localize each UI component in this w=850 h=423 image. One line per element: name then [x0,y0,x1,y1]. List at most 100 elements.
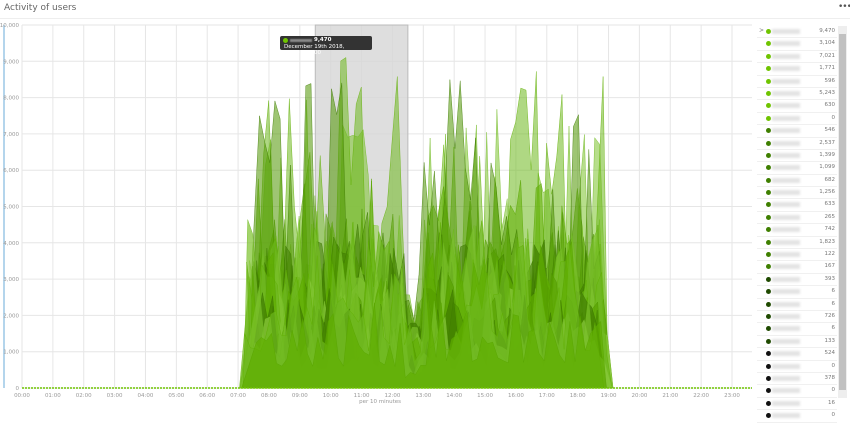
x-tick-label: 01:00 [45,393,61,399]
x-tick-label: 07:00 [230,393,246,399]
legend-value: 7,021 [819,52,835,59]
legend-item[interactable]: 0 [757,113,837,126]
x-tick-label: 20:00 [631,393,647,399]
legend-item[interactable]: 3,104 [757,38,837,51]
x-tick-label: 22:00 [693,393,709,399]
legend-item[interactable]: 133 [757,336,837,349]
legend-item[interactable]: 7,021 [757,51,837,64]
series-dot-icon [766,388,771,394]
legend-item[interactable]: 2,537 [757,138,837,150]
x-tick-label: 17:00 [539,393,555,399]
legend-value: 0 [831,114,836,121]
tooltip-date: December 19th 2018, 11:30:00.000 [284,43,345,56]
legend-value: 6 [831,288,836,295]
legend-item[interactable]: 393 [757,274,837,287]
legend-value: 596 [824,77,836,84]
legend-item[interactable]: 6 [757,286,837,299]
legend-series-name [772,338,800,344]
legend-item[interactable]: 0 [757,410,837,423]
x-tick-label: 14:00 [446,393,462,399]
legend-value: 6 [831,325,836,332]
tooltip-value: 9,470 [314,37,332,43]
legend-item[interactable]: 6 [757,323,837,336]
legend-series-name [772,66,800,72]
legend-scrollbar[interactable] [838,26,847,398]
legend-value: 2,537 [819,139,835,146]
legend-item[interactable]: 1,823 [757,237,837,250]
legend-item[interactable]: 682 [757,175,837,188]
series-dot-icon [766,128,771,134]
legend-value: 0 [831,387,836,394]
legend-value: 630 [824,102,836,109]
legend-series-name [772,177,800,183]
legend-item[interactable]: 630 [757,100,837,113]
y-tick-label: 7,000 [3,132,19,138]
series-dot-icon [766,140,771,146]
legend-value: 1,099 [819,164,835,171]
x-tick-label: 11:00 [354,393,370,399]
legend-series-name [772,289,800,295]
x-tick-label: 03:00 [107,393,123,399]
legend-item[interactable]: 742 [757,224,837,237]
legend-item[interactable]: 0 [757,385,837,398]
x-tick-label: 16:00 [508,393,524,399]
legend-item[interactable]: 378 [757,373,837,386]
legend-item[interactable]: 524 [757,348,837,361]
x-tick-label: 02:00 [76,393,92,399]
series-dot-icon [766,375,771,381]
chart-legend: >9,470 3,104 7,021 1,771 596 5,243 630 0 546 2,53… [757,26,837,423]
legend-item[interactable]: 1,256 [757,187,837,200]
series-dot-icon [766,264,771,270]
legend-value: 1,256 [819,189,835,196]
x-tick-label: 09:00 [292,393,308,399]
x-axis-label: per 10 minutes [359,399,401,404]
y-tick-label: 6,000 [3,168,19,174]
legend-item[interactable]: 633 [757,199,837,212]
area-chart[interactable]: 0 1,000 2,000 3,000 4,000 5,000 6,000 7,000 8,00… [0,19,755,404]
legend-series-name [772,115,800,121]
x-tick-label: 19:00 [601,393,617,399]
legend-item[interactable]: 6 [757,299,837,311]
scrollbar-thumb[interactable] [839,34,846,390]
legend-value: 742 [824,226,836,233]
x-tick-label: 21:00 [662,393,678,399]
legend-item[interactable]: 1,099 [757,162,837,175]
series-dot-icon [766,78,771,84]
legend-series-name [772,264,800,270]
legend-value: 633 [824,201,836,208]
chart-tooltip: 9,470 December 19th 2018, 11:30:00.000 [280,36,372,56]
legend-item[interactable]: 1,399 [757,150,837,163]
y-tick-label: 5,000 [3,205,19,211]
legend-item[interactable]: 5,243 [757,88,837,101]
series-dot-icon [766,239,771,245]
more-options-icon[interactable]: ••• [838,2,850,12]
series-dot-icon [766,252,771,258]
x-tick-label: 13:00 [415,393,431,399]
series-dot-icon [283,38,288,43]
series-dot-icon [766,338,771,344]
legend-item[interactable]: 0 [757,361,837,373]
series-dot-icon [766,103,771,109]
series-area [241,302,607,389]
legend-item[interactable]: >9,470 [757,26,837,39]
legend-value: 3,104 [819,40,835,47]
tooltip-series-name [290,39,312,42]
series-dot-icon [766,276,771,282]
legend-value: 133 [824,337,836,344]
legend-value: 265 [824,213,836,220]
legend-series-name [772,29,800,34]
legend-item[interactable]: 265 [757,212,837,225]
legend-series-name [772,326,800,332]
legend-series-name [772,239,800,245]
legend-series-name [772,276,800,282]
legend-item[interactable]: 167 [757,261,837,274]
y-tick-label: 0 [16,386,20,392]
legend-item[interactable]: 596 [757,76,837,88]
legend-item[interactable]: 726 [757,311,837,324]
series-dot-icon [766,400,771,406]
series-dot-icon [766,165,771,171]
legend-value: 682 [824,176,836,183]
legend-item[interactable]: 546 [757,125,837,138]
legend-item[interactable]: 1,771 [757,63,837,76]
legend-item[interactable]: 122 [757,249,837,262]
